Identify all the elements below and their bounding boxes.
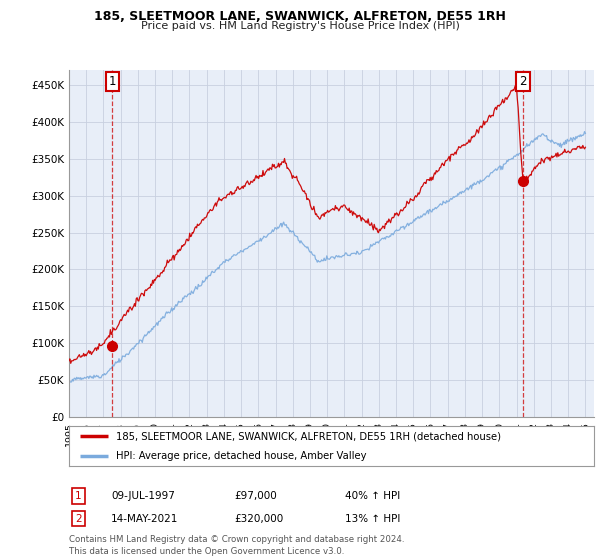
Text: 1: 1: [75, 491, 82, 501]
Text: £97,000: £97,000: [234, 491, 277, 501]
Text: 2: 2: [519, 75, 527, 88]
Text: 185, SLEETMOOR LANE, SWANWICK, ALFRETON, DE55 1RH: 185, SLEETMOOR LANE, SWANWICK, ALFRETON,…: [94, 10, 506, 23]
Text: 13% ↑ HPI: 13% ↑ HPI: [345, 514, 400, 524]
Text: Contains HM Land Registry data © Crown copyright and database right 2024.
This d: Contains HM Land Registry data © Crown c…: [69, 535, 404, 556]
Text: 1: 1: [109, 75, 116, 88]
Text: Price paid vs. HM Land Registry's House Price Index (HPI): Price paid vs. HM Land Registry's House …: [140, 21, 460, 31]
Text: £320,000: £320,000: [234, 514, 283, 524]
Text: 40% ↑ HPI: 40% ↑ HPI: [345, 491, 400, 501]
Text: 14-MAY-2021: 14-MAY-2021: [111, 514, 178, 524]
Text: 185, SLEETMOOR LANE, SWANWICK, ALFRETON, DE55 1RH (detached house): 185, SLEETMOOR LANE, SWANWICK, ALFRETON,…: [116, 431, 501, 441]
Text: 2: 2: [75, 514, 82, 524]
Text: 09-JUL-1997: 09-JUL-1997: [111, 491, 175, 501]
Text: HPI: Average price, detached house, Amber Valley: HPI: Average price, detached house, Ambe…: [116, 451, 367, 461]
